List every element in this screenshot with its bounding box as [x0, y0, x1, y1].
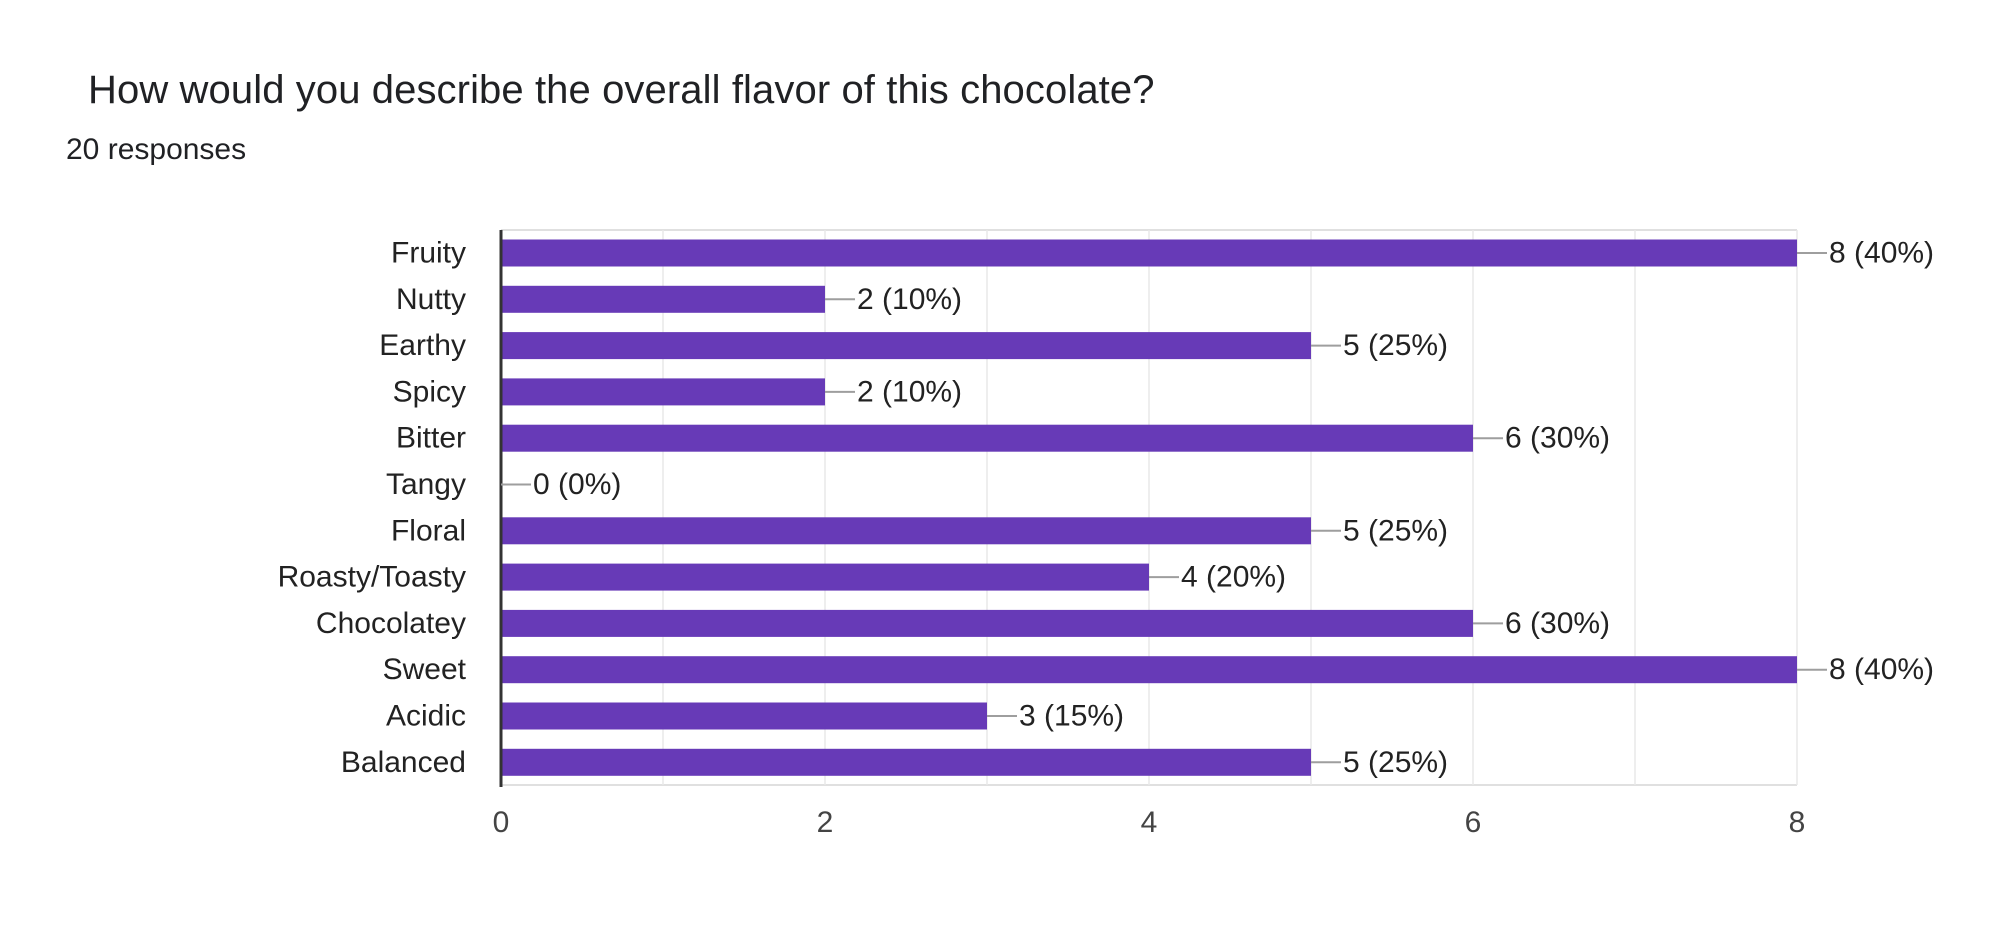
- category-label: Chocolatey: [316, 607, 466, 640]
- category-label: Bitter: [396, 422, 466, 455]
- data-label: 2 (10%): [857, 283, 962, 316]
- chart-labels: Fruity 8 (40%) Nutty 2 (10%) Earthy 5 (25%) Sp…: [278, 237, 1934, 779]
- question-title: How would you describe the overall flavo…: [88, 68, 1155, 112]
- data-label: 8 (40%): [1829, 653, 1934, 686]
- category-label: Roasty/Toasty: [278, 561, 466, 594]
- data-label: 5 (25%): [1343, 514, 1448, 547]
- bar: [501, 656, 1797, 684]
- bar: [501, 424, 1473, 452]
- x-tick-label: 6: [1465, 806, 1482, 839]
- data-label: 5 (25%): [1343, 746, 1448, 779]
- data-label: 5 (25%): [1343, 329, 1448, 362]
- data-label: 0 (0%): [533, 468, 621, 501]
- category-label: Tangy: [386, 468, 466, 501]
- data-label: 6 (30%): [1505, 422, 1610, 455]
- category-label: Earthy: [379, 329, 466, 362]
- bar: [501, 332, 1311, 360]
- x-tick-label: 4: [1141, 806, 1158, 839]
- bar: [501, 702, 987, 730]
- chart-bars: [501, 239, 1797, 776]
- bar: [501, 748, 1311, 776]
- bar: [501, 563, 1149, 591]
- data-label: 2 (10%): [857, 375, 962, 408]
- data-label: 8 (40%): [1829, 237, 1934, 270]
- chart-gridlines: [501, 229, 1798, 786]
- data-label: 3 (15%): [1019, 700, 1124, 733]
- bar: [501, 378, 825, 406]
- data-label: 4 (20%): [1181, 561, 1286, 594]
- chart-axis: 0 2 4 6 8: [493, 230, 1806, 839]
- category-label: Sweet: [383, 653, 467, 686]
- x-tick-label: 0: [493, 806, 510, 839]
- bar: [501, 239, 1797, 267]
- data-label: 6 (30%): [1505, 607, 1610, 640]
- category-label: Nutty: [396, 283, 466, 316]
- x-tick-label: 8: [1789, 806, 1806, 839]
- category-label: Balanced: [341, 746, 466, 779]
- category-label: Floral: [391, 514, 466, 547]
- category-label: Fruity: [391, 237, 466, 270]
- category-label: Spicy: [393, 375, 466, 408]
- bar: [501, 285, 825, 313]
- response-count: 20 responses: [66, 133, 247, 166]
- x-tick-label: 2: [817, 806, 834, 839]
- bar: [501, 517, 1311, 545]
- bar: [501, 609, 1473, 637]
- category-label: Acidic: [386, 700, 466, 733]
